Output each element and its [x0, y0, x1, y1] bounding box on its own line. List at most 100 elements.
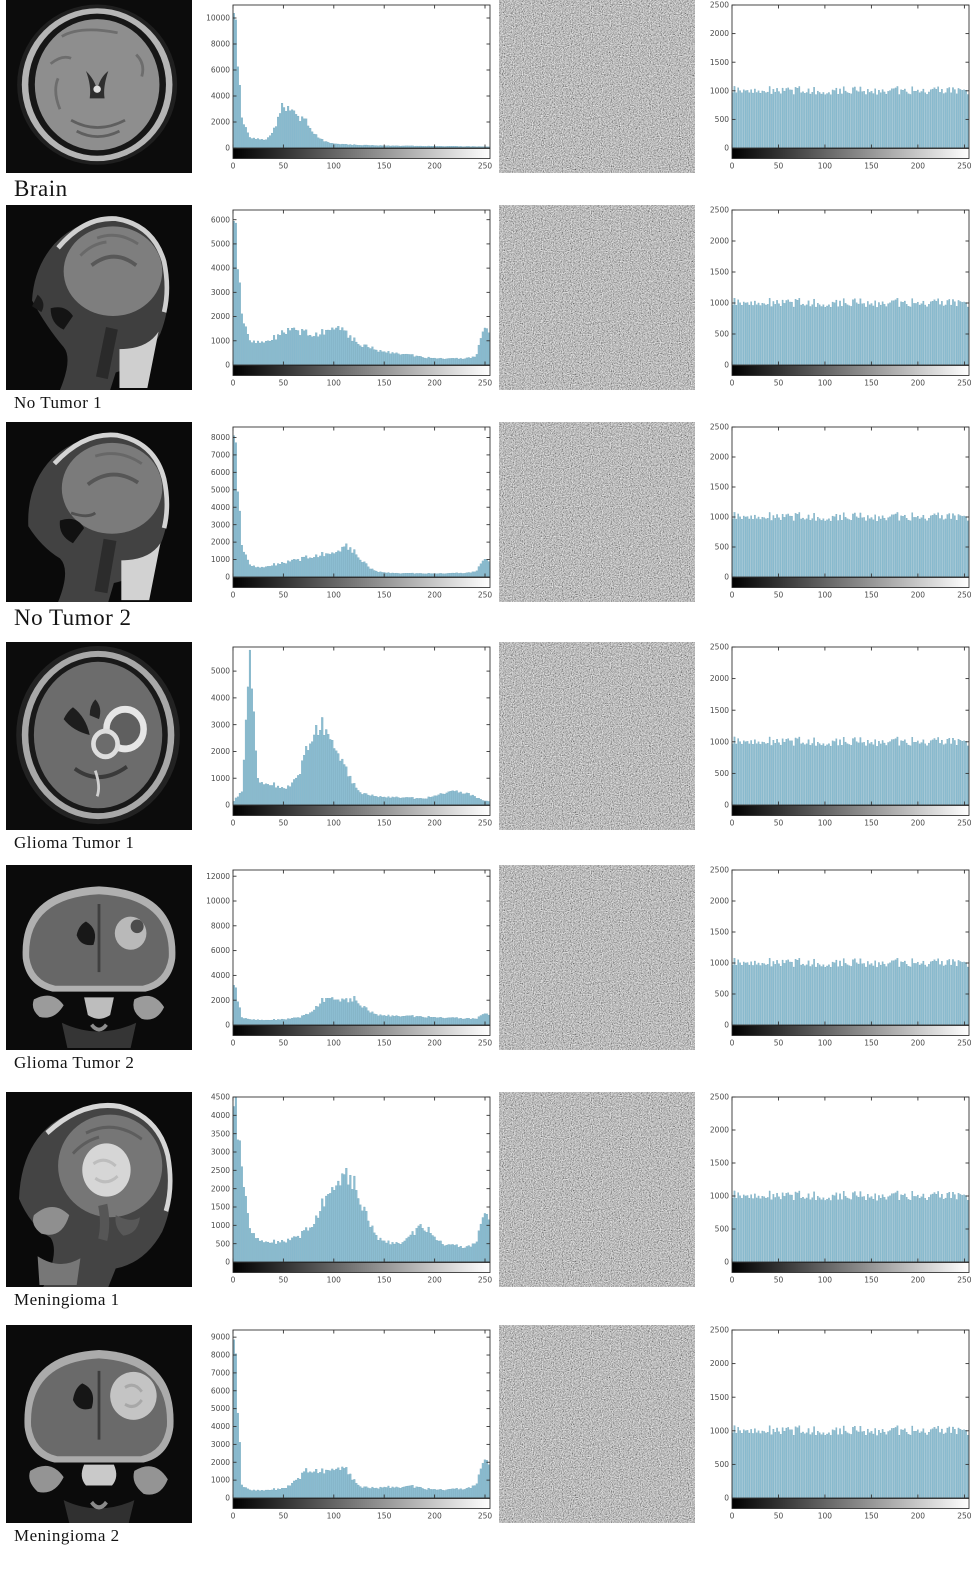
- svg-text:4000: 4000: [211, 1422, 230, 1431]
- svg-text:12000: 12000: [206, 872, 230, 881]
- svg-text:50: 50: [774, 162, 784, 171]
- svg-text:150: 150: [377, 162, 392, 171]
- no-tumor-1-encrypted-image: [499, 205, 695, 390]
- row-glioma-tumor-1: 0 1000 2000 3000 4000 5000 0 50 100 150 200 250 0 50…: [0, 642, 974, 865]
- svg-text:1000: 1000: [710, 737, 729, 746]
- svg-text:200: 200: [911, 1039, 926, 1048]
- svg-text:0: 0: [225, 144, 230, 153]
- svg-text:500: 500: [715, 115, 730, 124]
- svg-text:100: 100: [818, 1276, 833, 1285]
- meningioma-2-encrypted-image: [499, 1325, 695, 1523]
- svg-text:2000: 2000: [211, 747, 230, 756]
- svg-text:4000: 4000: [211, 264, 230, 273]
- svg-text:50: 50: [279, 379, 289, 388]
- svg-text:50: 50: [279, 1512, 289, 1521]
- svg-text:150: 150: [864, 379, 879, 388]
- svg-text:2500: 2500: [211, 1166, 230, 1175]
- svg-text:1500: 1500: [710, 268, 729, 277]
- svg-text:250: 250: [957, 819, 972, 828]
- svg-text:100: 100: [818, 162, 833, 171]
- svg-text:250: 250: [957, 1512, 972, 1521]
- svg-text:250: 250: [957, 1039, 972, 1048]
- svg-text:0: 0: [724, 361, 729, 370]
- svg-text:1000: 1000: [211, 774, 230, 783]
- svg-text:2500: 2500: [710, 866, 729, 875]
- no-tumor-1-original-histogram: 0 1000 2000 3000 4000 5000 6000 0 50 100 150 200 250: [200, 205, 495, 390]
- svg-text:50: 50: [774, 379, 784, 388]
- svg-text:0: 0: [724, 144, 729, 153]
- svg-text:250: 250: [478, 591, 493, 600]
- svg-text:150: 150: [377, 1276, 392, 1285]
- svg-text:50: 50: [279, 591, 289, 600]
- no-tumor-2-original-histogram: 0 1000 2000 3000 4000 5000 6000 7000 8000 0 50 100 1…: [200, 422, 495, 602]
- svg-text:0: 0: [724, 1494, 729, 1503]
- svg-text:4000: 4000: [211, 971, 230, 980]
- svg-text:50: 50: [279, 1039, 289, 1048]
- svg-text:0: 0: [225, 1258, 230, 1267]
- svg-text:0: 0: [730, 591, 735, 600]
- svg-text:250: 250: [957, 591, 972, 600]
- svg-text:250: 250: [478, 379, 493, 388]
- glioma-tumor-2-original-histogram: 0 2000 4000 6000 8000 10000 12000 0 50 100 150 200 2…: [200, 865, 495, 1050]
- svg-text:7000: 7000: [211, 1369, 230, 1378]
- svg-text:2000: 2000: [710, 897, 729, 906]
- svg-text:2000: 2000: [710, 29, 729, 38]
- row-label-brain: Brain: [14, 176, 68, 201]
- svg-text:4500: 4500: [211, 1093, 230, 1102]
- svg-text:2000: 2000: [710, 453, 729, 462]
- brain-axial-mri-image: [6, 0, 192, 173]
- svg-text:100: 100: [327, 1039, 342, 1048]
- svg-text:1000: 1000: [710, 959, 729, 968]
- svg-text:8000: 8000: [211, 433, 230, 442]
- svg-text:250: 250: [478, 1276, 493, 1285]
- svg-text:500: 500: [715, 1225, 730, 1234]
- svg-text:1000: 1000: [710, 513, 729, 522]
- svg-text:2500: 2500: [710, 1, 729, 10]
- svg-text:0: 0: [225, 1021, 230, 1030]
- svg-text:3000: 3000: [211, 520, 230, 529]
- no-tumor-2-encrypted-image: [499, 422, 695, 602]
- glioma-tumor-1-encrypted-histogram: 0 500 1000 1500 2000 2500 0 50 100 150 200 250: [699, 642, 974, 830]
- meningioma-1-sagittal-mri-image: [6, 1092, 192, 1287]
- row-meningioma-2: 0 1000 2000 3000 4000 5000 6000 7000 8000 9000 0 50…: [0, 1325, 974, 1569]
- svg-text:250: 250: [478, 1039, 493, 1048]
- svg-text:4000: 4000: [211, 694, 230, 703]
- meningioma-1-encrypted-histogram: 0 500 1000 1500 2000 2500 0 50 100 150 200 250: [699, 1092, 974, 1287]
- svg-text:100: 100: [818, 379, 833, 388]
- svg-text:50: 50: [279, 1276, 289, 1285]
- meningioma-1-original-histogram: 0 500 1000 1500 2000 2500 3000 3500 4000 4500 0 50 1…: [200, 1092, 495, 1287]
- svg-text:1500: 1500: [710, 58, 729, 67]
- svg-text:4000: 4000: [211, 503, 230, 512]
- row-label-no-tumor-1: No Tumor 1: [14, 393, 103, 412]
- svg-text:1500: 1500: [710, 1393, 729, 1402]
- glioma-tumor-2-encrypted-image: [499, 865, 695, 1050]
- svg-text:200: 200: [427, 1512, 442, 1521]
- svg-text:7000: 7000: [211, 451, 230, 460]
- svg-text:2000: 2000: [211, 118, 230, 127]
- svg-text:6000: 6000: [211, 946, 230, 955]
- row-no-tumor-2-cells: 0 1000 2000 3000 4000 5000 6000 7000 8000 0 50 100 1…: [0, 422, 974, 602]
- row-glioma-tumor-2: 0 2000 4000 6000 8000 10000 12000 0 50 100 150 200 2…: [0, 865, 974, 1092]
- row-label-meningioma-1: Meningioma 1: [14, 1290, 120, 1309]
- svg-text:100: 100: [818, 1039, 833, 1048]
- svg-text:100: 100: [327, 1276, 342, 1285]
- svg-text:500: 500: [216, 1239, 231, 1248]
- svg-text:100: 100: [327, 819, 342, 828]
- svg-text:0: 0: [225, 801, 230, 810]
- svg-text:250: 250: [957, 162, 972, 171]
- svg-text:1000: 1000: [710, 1426, 729, 1435]
- svg-text:0: 0: [730, 379, 735, 388]
- brain-original-histogram: 0 2000 4000 6000 8000 10000 0 50 100 150 200 250: [200, 0, 495, 173]
- svg-text:8000: 8000: [211, 40, 230, 49]
- svg-text:3000: 3000: [211, 288, 230, 297]
- svg-text:200: 200: [911, 591, 926, 600]
- svg-text:0: 0: [724, 801, 729, 810]
- svg-text:2000: 2000: [211, 1184, 230, 1193]
- svg-text:1500: 1500: [710, 1159, 729, 1168]
- svg-text:250: 250: [957, 379, 972, 388]
- svg-text:5000: 5000: [211, 240, 230, 249]
- svg-text:2500: 2500: [710, 1093, 729, 1102]
- svg-text:0: 0: [724, 1021, 729, 1030]
- svg-text:2000: 2000: [211, 996, 230, 1005]
